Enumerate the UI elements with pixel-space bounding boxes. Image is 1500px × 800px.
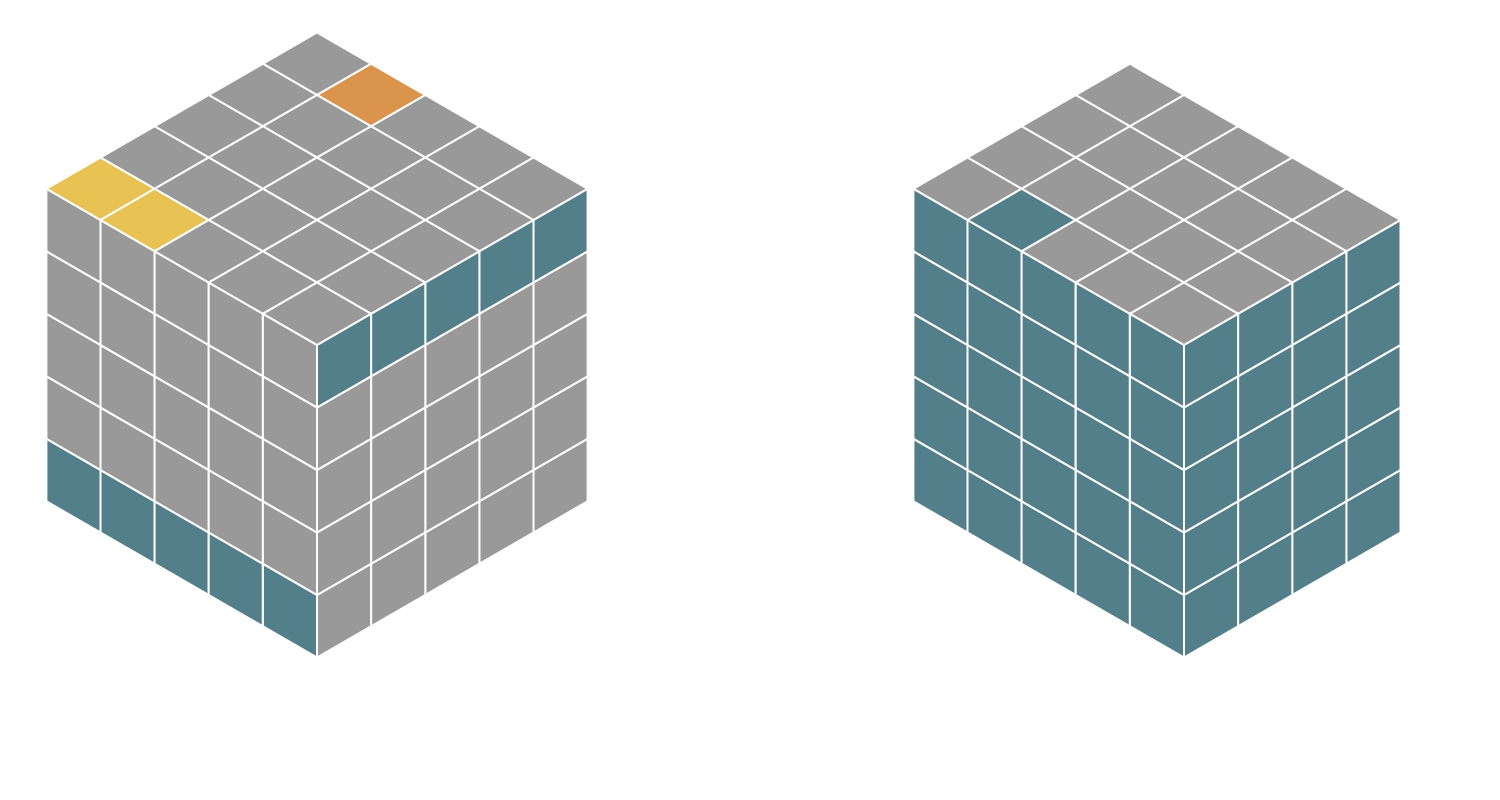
zigzag-column-cube <box>912 62 1402 659</box>
voxel-top-face <box>1128 281 1240 346</box>
large-cube-with-cutout <box>45 31 589 659</box>
voxel-top-face <box>261 281 373 346</box>
